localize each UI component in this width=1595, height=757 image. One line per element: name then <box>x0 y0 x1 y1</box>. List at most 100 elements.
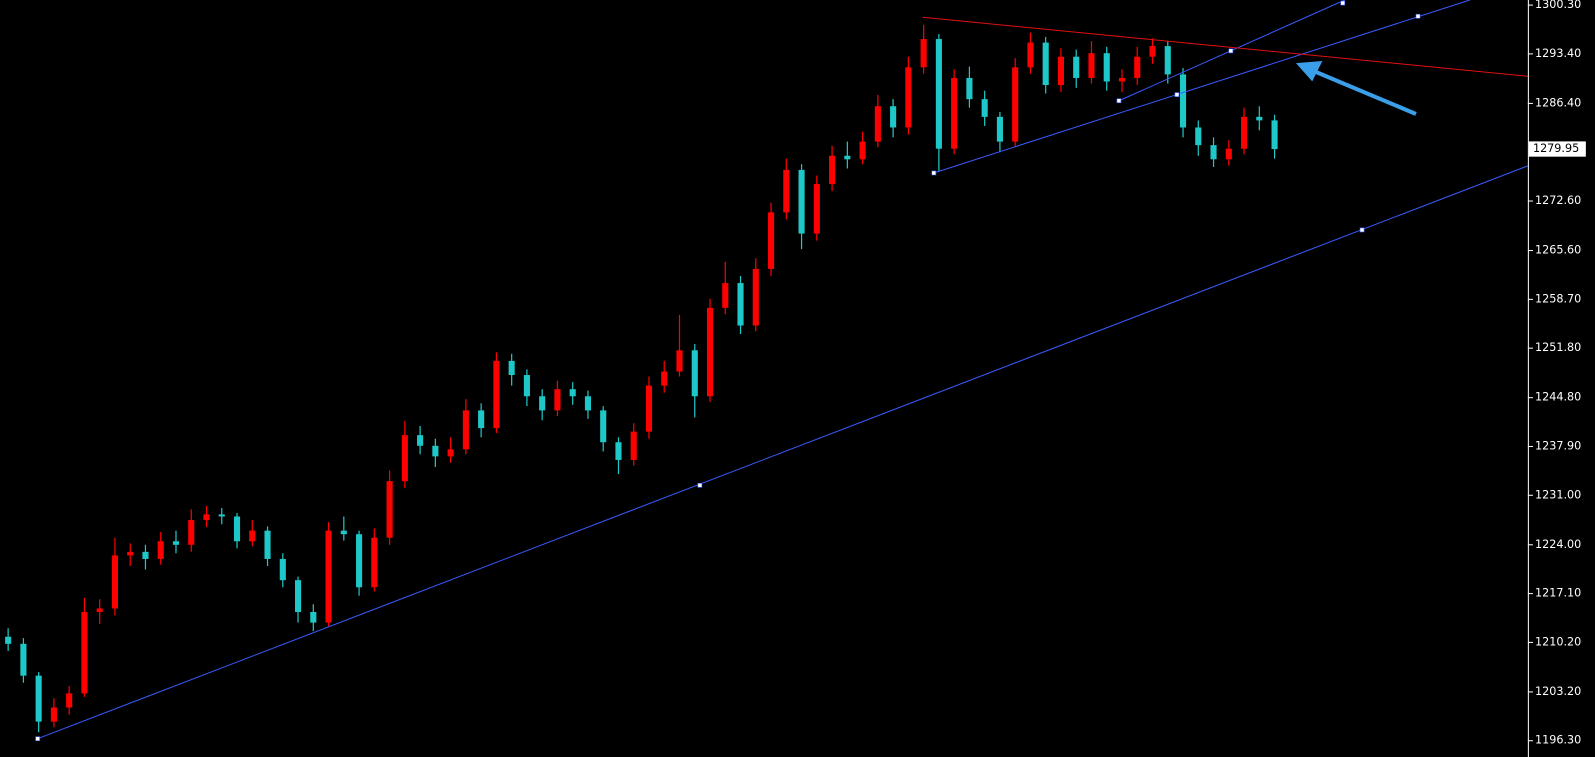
y-tick-label: 1203.20 <box>1535 685 1581 698</box>
arrow-shaft <box>1313 69 1417 116</box>
y-tick-label: 1300.30 <box>1535 0 1581 11</box>
arrow-head <box>1295 61 1323 82</box>
anchor <box>1116 98 1122 104</box>
candle-body <box>1134 56 1141 78</box>
y-tick-label: 1286.40 <box>1535 96 1581 109</box>
candle-body <box>401 435 408 482</box>
anchor <box>1228 48 1234 54</box>
candle-body <box>142 551 149 559</box>
candle-body <box>447 449 454 457</box>
trendline <box>922 16 1528 77</box>
y-tick-label: 1237.90 <box>1535 439 1581 452</box>
candle-body <box>294 580 302 612</box>
candle-body <box>478 410 485 429</box>
candle-body <box>1256 116 1263 121</box>
axis-panel <box>1527 0 1595 757</box>
candle-body <box>1210 145 1217 160</box>
candle-body <box>81 611 88 694</box>
candle-body <box>432 445 439 457</box>
candle-body <box>35 675 42 722</box>
anchor <box>697 482 703 488</box>
candle-body <box>1271 120 1278 150</box>
last-price-box <box>1528 141 1586 157</box>
candle-body <box>50 707 57 722</box>
candle-body <box>798 169 805 234</box>
candle-body <box>1149 46 1156 57</box>
candle-body <box>1088 53 1095 78</box>
candle-body <box>340 530 347 535</box>
candle-body <box>722 283 729 308</box>
candle-body <box>539 396 546 411</box>
anchor <box>1174 92 1180 97</box>
candle-body <box>905 67 912 128</box>
y-tick-label: 1217.10 <box>1535 587 1581 600</box>
candle-body <box>584 396 592 411</box>
candle-body <box>859 141 866 160</box>
y-axis: 1300.30 1293.40 1286.40 1272.60 1265.60 1258.… <box>1527 0 1586 747</box>
candle-body <box>752 268 759 326</box>
candle-body <box>935 39 942 149</box>
candle-body <box>356 534 363 588</box>
candle-body <box>249 530 256 542</box>
candle-body <box>279 558 286 581</box>
trendline <box>933 0 1471 174</box>
anchor <box>931 170 937 176</box>
candle-body <box>600 410 607 443</box>
candle-body <box>462 410 469 450</box>
candle-body <box>417 435 424 446</box>
candle-body <box>264 530 271 559</box>
y-tick-label: 1196.30 <box>1535 734 1581 747</box>
candle-body <box>188 520 195 545</box>
candle-body <box>96 608 103 612</box>
candle-body <box>554 389 561 411</box>
candle-body <box>645 385 653 432</box>
candle-body <box>737 283 744 326</box>
candle-body <box>5 636 12 644</box>
candle-body <box>920 39 927 68</box>
candle-body <box>218 514 225 517</box>
candle-body <box>111 555 118 609</box>
candle-body <box>874 106 881 142</box>
y-tick-label: 1293.40 <box>1535 47 1581 60</box>
candle-body <box>1103 53 1110 82</box>
candle-body <box>813 184 820 234</box>
candle-body <box>1073 56 1080 78</box>
candle-body <box>1042 42 1049 86</box>
candle-body <box>1241 116 1248 149</box>
arrow <box>1295 61 1417 116</box>
anchor <box>35 736 40 742</box>
candle-body <box>1164 46 1171 75</box>
anchor-points <box>35 0 1421 742</box>
candle-body <box>661 371 668 386</box>
candle-body <box>1195 127 1202 146</box>
y-tick-label: 1224.00 <box>1535 538 1581 551</box>
trendline <box>37 165 1529 740</box>
candle-body <box>203 514 210 521</box>
candle-body <box>1118 77 1126 82</box>
candle-body <box>371 537 378 588</box>
last-price-label: 1279.95 <box>1533 142 1579 155</box>
candle-body <box>768 212 775 269</box>
anchor <box>1415 13 1421 19</box>
candle-body <box>523 375 530 397</box>
candle-body <box>706 307 714 397</box>
candles <box>5 24 1278 733</box>
candle-body <box>1057 56 1065 86</box>
anchor <box>1359 227 1365 233</box>
candle-body <box>844 155 851 160</box>
candle-body <box>783 169 790 213</box>
candle-body <box>676 350 683 372</box>
y-tick-label: 1265.60 <box>1535 244 1581 257</box>
candle-body <box>1012 67 1019 142</box>
candle-body <box>615 442 622 460</box>
candle-body <box>508 360 515 376</box>
y-tick-label: 1251.80 <box>1535 341 1581 354</box>
candle-body <box>981 99 988 117</box>
candle-body <box>1027 42 1034 68</box>
candle-body <box>172 541 180 545</box>
candle-body <box>493 360 500 429</box>
candle-body <box>1179 74 1187 128</box>
